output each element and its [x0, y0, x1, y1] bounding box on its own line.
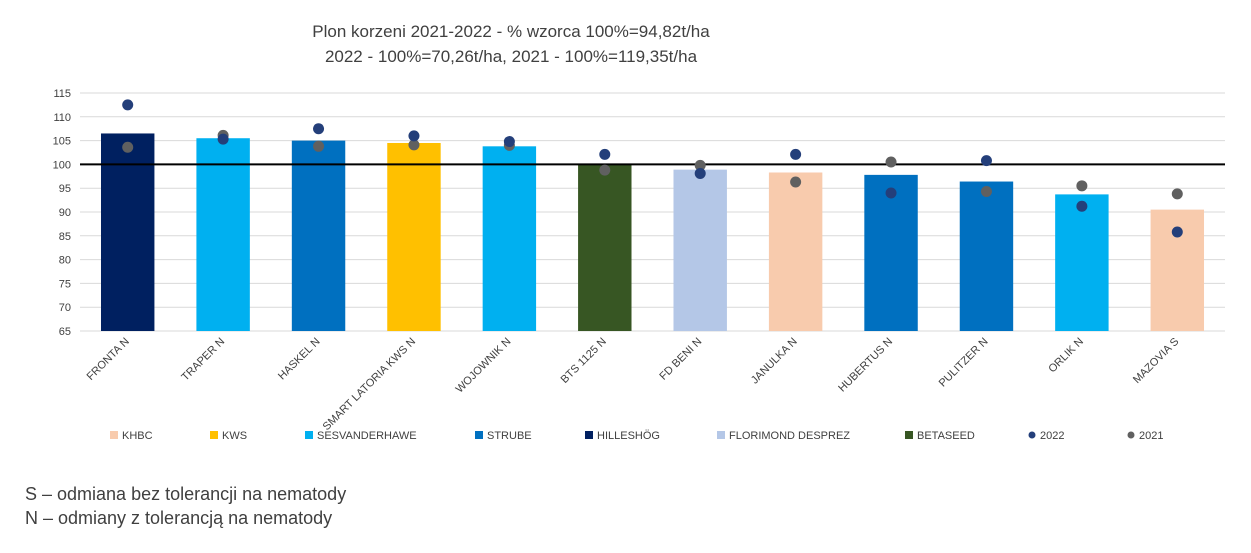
legend-marker [585, 431, 593, 439]
legend-marker [717, 431, 725, 439]
legend-label: BETASEED [917, 430, 975, 442]
bar-7 [768, 172, 823, 331]
y-tick-label: 65 [59, 326, 71, 338]
legend-marker [905, 431, 913, 439]
note-n: N – odmiany z tolerancją na nematody [25, 508, 333, 528]
point-2021-8 [885, 156, 897, 168]
legend-marker [1127, 431, 1135, 439]
point-2022-0 [122, 99, 134, 111]
bar-8 [864, 174, 918, 331]
point-2021-5 [599, 164, 611, 176]
legend-label: 2021 [1139, 430, 1163, 442]
point-2021-0 [122, 141, 134, 153]
legend: KHBC KWS SESVANDERHAWE STRUBE HILLESHÖG FLORI… [110, 430, 1163, 442]
y-tick-label: 110 [53, 112, 71, 124]
legend-marker [110, 431, 118, 439]
bar-5 [578, 164, 632, 331]
point-2021-6 [694, 159, 706, 171]
point-2022-8 [885, 187, 897, 199]
point-2021-9 [980, 186, 992, 198]
x-category-label: ORLIK N [1046, 336, 1086, 376]
bar-4 [482, 146, 537, 331]
legend-label: 2022 [1040, 430, 1064, 442]
legend-marker [1028, 431, 1036, 439]
legend-marker [210, 431, 218, 439]
y-tick-label: 100 [53, 159, 71, 171]
legend-label: FLORIMOND DESPREZ [729, 430, 850, 442]
legend-label: SESVANDERHAWE [317, 430, 417, 442]
point-2022-3 [408, 130, 420, 142]
bar-6 [673, 169, 727, 331]
chart-title-line-2: 2022 - 100%=70,26t/ha, 2021 - 100%=119,3… [325, 47, 698, 66]
x-category-label: PULITZER N [937, 336, 991, 390]
point-2022-6 [694, 167, 706, 179]
point-2022-5 [599, 148, 611, 160]
y-tick-label: 75 [59, 278, 71, 290]
y-tick-label: 95 [59, 183, 71, 195]
point-2022-10 [1076, 200, 1088, 212]
legend-marker [475, 431, 483, 439]
chart: Plon korzeni 2021-2022 - % wzorca 100%=9… [53, 22, 1225, 442]
y-axis: 65 70 75 80 85 90 95 100 105 110 115 [53, 88, 71, 338]
legend-marker [305, 431, 313, 439]
point-2021-3 [408, 139, 420, 151]
legend-label: STRUBE [487, 430, 532, 442]
chart-title: Plon korzeni 2021-2022 - % wzorca 100%=9… [312, 22, 710, 66]
point-2021-7 [790, 176, 802, 188]
y-tick-label: 105 [53, 136, 71, 148]
y-tick-label: 80 [59, 255, 71, 267]
point-2022-7 [790, 148, 802, 160]
bar-10 [1055, 194, 1109, 331]
point-2022-9 [980, 155, 992, 167]
point-2021-10 [1076, 180, 1088, 192]
x-category-label: MAZOVIA S [1131, 336, 1181, 386]
points [122, 99, 1183, 238]
x-category-label: JANULKA N [749, 336, 800, 387]
legend-label: KWS [222, 430, 247, 442]
bar-3 [387, 142, 441, 331]
x-category-label: FD BENI N [657, 336, 704, 383]
bar-9 [959, 181, 1014, 331]
point-2022-1 [217, 133, 229, 145]
point-2022-4 [503, 136, 515, 148]
y-tick-label: 115 [53, 88, 71, 100]
x-category-label: FRONTA N [85, 336, 132, 383]
x-category-label: SMART LATORIA KWS N [321, 336, 418, 433]
x-category-label: BTS 1125 N [559, 336, 609, 386]
point-2022-2 [313, 123, 325, 135]
gridlines [80, 92, 1225, 332]
notes: S – odmiana bez tolerancji na nematody N… [25, 482, 346, 530]
point-2022-11 [1171, 226, 1183, 238]
chart-title-line-1: Plon korzeni 2021-2022 - % wzorca 100%=9… [312, 22, 710, 41]
x-category-label: WOJOWNIK N [454, 336, 514, 396]
x-category-label: HUBERTUS N [836, 336, 895, 395]
point-2021-2 [313, 140, 325, 152]
y-tick-label: 90 [59, 207, 71, 219]
x-category-label: TRAPER N [179, 336, 227, 384]
bar-0 [100, 133, 155, 331]
bar-1 [196, 138, 250, 331]
legend-label: HILLESHÖG [597, 430, 660, 442]
x-category-label: HASKEL N [276, 336, 323, 383]
point-2021-11 [1171, 188, 1183, 200]
bar-2 [291, 140, 346, 331]
bars [100, 133, 1205, 331]
legend-label: KHBC [122, 430, 153, 442]
note-s: S – odmiana bez tolerancji na nematody [25, 484, 347, 504]
y-tick-label: 70 [59, 302, 71, 314]
y-tick-label: 85 [59, 231, 71, 243]
